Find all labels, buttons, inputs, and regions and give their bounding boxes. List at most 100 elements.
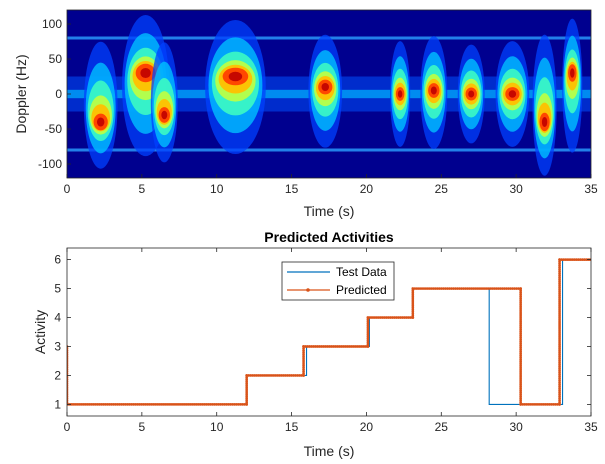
series-point-predicted (306, 345, 309, 348)
series-point-predicted (486, 287, 490, 290)
series-point-predicted (273, 374, 277, 377)
series-point-predicted (566, 258, 570, 261)
series-point-predicted (380, 316, 384, 319)
series-point-predicted (543, 403, 547, 406)
series-point-predicted (245, 398, 248, 402)
series-point-predicted (552, 403, 555, 406)
series-point-predicted (75, 403, 79, 406)
series-point-predicted (415, 287, 419, 290)
series-point-predicted (519, 340, 522, 343)
series-point-predicted (122, 403, 125, 406)
series-point-predicted (405, 316, 409, 319)
series-point-predicted (548, 403, 551, 406)
series-point-predicted (71, 403, 75, 406)
series-point-predicted (300, 374, 303, 377)
series-point-predicted (277, 374, 281, 377)
series-point-predicted (411, 289, 415, 292)
series-point-predicted (397, 316, 400, 319)
series-point-predicted (437, 287, 441, 290)
series-point-predicted (558, 316, 561, 320)
series-point-predicted (480, 287, 484, 290)
spectrogram-axes: 0 5 10 15 20 25 30 35 -100 -50 0 50 100 Time (s) Dop… (13, 9, 598, 219)
series-point-predicted (519, 307, 522, 311)
series-point-predicted (519, 299, 522, 303)
series-point-predicted (558, 260, 561, 263)
series-point-predicted (87, 403, 91, 406)
series-point-predicted (585, 258, 589, 261)
series-point-predicted (558, 300, 561, 304)
activity-xtick-label: 35 (584, 420, 598, 434)
series-point-predicted (243, 403, 246, 406)
series-point-predicted (89, 403, 93, 406)
series-point-predicted (466, 287, 470, 290)
series-point-predicted (366, 334, 370, 338)
series-point-predicted (558, 280, 561, 284)
series-point-predicted (519, 305, 522, 309)
series-point-predicted (558, 364, 561, 368)
series-point-predicted (519, 323, 522, 327)
series-point-predicted (470, 287, 474, 290)
series-point-predicted (558, 296, 561, 300)
series-point-predicted (302, 357, 305, 361)
series-point-predicted (558, 366, 561, 370)
series-point-predicted (558, 338, 561, 342)
series-point-predicted (411, 287, 415, 290)
series-point-predicted (290, 374, 293, 377)
series-point-predicted (558, 284, 561, 288)
series-point-predicted (81, 403, 85, 406)
series-point-predicted (558, 258, 561, 261)
spectrogram-xtick-label: 15 (285, 182, 299, 196)
series-point-predicted (411, 293, 415, 297)
series-point-predicted (211, 403, 214, 406)
series-point-predicted (245, 403, 248, 406)
series-point-predicted (411, 295, 415, 299)
series-point-predicted (425, 287, 429, 290)
series-point-predicted (558, 272, 561, 275)
series-point-predicted (281, 374, 285, 377)
series-point-predicted (519, 356, 522, 359)
series-point-predicted (83, 403, 87, 406)
series-point-predicted (356, 345, 360, 348)
series-point-predicted (411, 305, 415, 309)
series-point-predicted (366, 322, 370, 326)
series-point-predicted (419, 287, 423, 290)
series-point-predicted (519, 380, 522, 384)
series-point-predicted (271, 374, 275, 377)
series-point-predicted (245, 384, 248, 388)
series-point-predicted (225, 403, 228, 406)
series-point-predicted (348, 345, 352, 348)
series-point-predicted (515, 287, 518, 290)
activity-xtick-label: 25 (435, 420, 449, 434)
activity-ytick-label: 5 (54, 282, 61, 296)
series-point-predicted (519, 317, 522, 321)
series-point-predicted (328, 345, 332, 348)
series-point-predicted (200, 403, 204, 406)
series-point-predicted (366, 345, 370, 348)
series-point-predicted (401, 316, 404, 319)
series-point-predicted (575, 258, 578, 261)
series-point-predicted (265, 374, 269, 377)
series-point-predicted (558, 292, 561, 296)
series-point-predicted (519, 358, 522, 362)
series-point-predicted (519, 336, 522, 339)
series-point-predicted (519, 354, 522, 357)
series-point-predicted (519, 321, 522, 325)
series-point-predicted (488, 287, 492, 290)
series-point-predicted (519, 403, 522, 406)
series-point-predicted (519, 401, 522, 404)
series-point-predicted (558, 352, 561, 356)
series-point-predicted (558, 306, 561, 310)
series-point-predicted (257, 374, 261, 377)
series-point-predicted (162, 403, 166, 406)
series-point-predicted (462, 287, 465, 290)
series-point-predicted (376, 316, 380, 319)
series-point-predicted (366, 318, 370, 321)
series-point-predicted (519, 382, 522, 386)
series-point-predicted (492, 287, 496, 290)
series-point-predicted (519, 309, 522, 313)
series-point-predicted (558, 320, 561, 324)
series-point-predicted (531, 403, 535, 406)
series-point-predicted (154, 403, 158, 406)
series-point-predicted (138, 403, 141, 406)
series-point-predicted (209, 403, 212, 406)
